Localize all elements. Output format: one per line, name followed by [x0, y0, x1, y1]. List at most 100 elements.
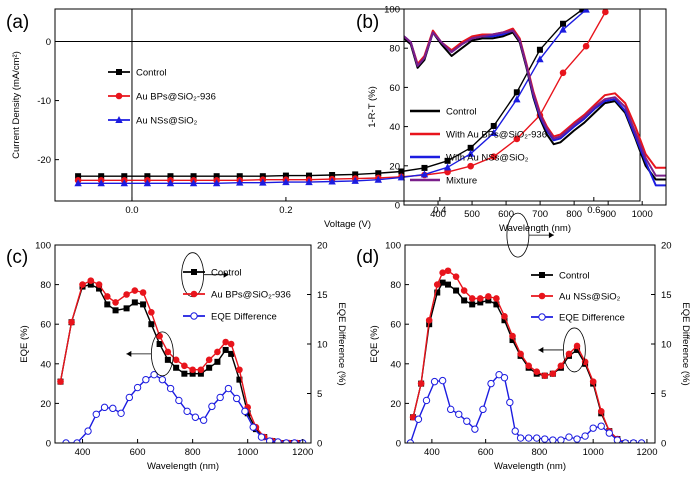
legend-entry: Au NSs@SiO₂: [559, 292, 621, 303]
panel-label-c: (c): [6, 247, 28, 268]
data-point-series-2: [68, 318, 75, 326]
x-tick-label: 700: [532, 209, 548, 220]
y2-tick-label: 20: [317, 241, 328, 252]
data-point-series-2: [95, 281, 103, 288]
data-point-series-2: [123, 291, 130, 298]
y-tick-label: 60: [40, 320, 51, 331]
data-point-series-3: [189, 179, 198, 187]
data-point-series-2: [460, 287, 468, 294]
data-point-series-3: [613, 436, 622, 443]
data-point-series-3: [266, 437, 274, 443]
data-point-series-2: [439, 269, 446, 277]
legend-entry: Au BPs@SiO₂-936: [136, 92, 216, 103]
data-point-series-2: [189, 366, 196, 374]
x-tick-label: 0.2: [279, 205, 292, 216]
data-point-series-2: [164, 348, 172, 356]
data-point-series-2: [79, 281, 86, 288]
legend-entry: Control: [446, 107, 477, 118]
legend-marker: [190, 290, 198, 298]
panel-label-a: (a): [6, 12, 29, 33]
y2-tick-label: 15: [317, 290, 328, 301]
legend-marker: [191, 269, 197, 275]
x-tick-label: 0.4: [433, 205, 446, 216]
data-point-series-2: [444, 267, 452, 275]
data-point-series-1: [485, 297, 492, 304]
data-point-series-2: [559, 69, 567, 77]
data-point-series-1: [352, 171, 359, 178]
data-point-series-2: [104, 293, 111, 300]
data-point-series-3: [120, 179, 128, 187]
data-point-series-2: [493, 295, 500, 302]
data-point-series-3: [516, 434, 525, 442]
data-point-series-1: [444, 157, 451, 164]
data-point-series-1: [189, 370, 196, 377]
data-point-series-1: [164, 356, 171, 363]
data-point-series-1: [98, 173, 105, 180]
x-tick-label: 800: [185, 447, 201, 458]
data-point-series-1: [398, 168, 405, 175]
panel-d: (d)400 600 800 1000 120002040608010005101520…: [356, 212, 691, 472]
x-tick-label: 800: [566, 209, 582, 220]
data-point-series-3: [487, 379, 495, 388]
data-point-series-1: [96, 285, 103, 292]
data-point-series-2: [197, 366, 205, 374]
y-tick-label: 40: [389, 122, 400, 133]
data-point-series-3: [605, 429, 614, 437]
x-axis-label: Voltage (V): [324, 219, 371, 230]
data-point-series-2: [490, 153, 498, 160]
data-point-series-1: [156, 341, 163, 347]
data-point-series-3: [274, 438, 282, 443]
legend-marker: [116, 69, 122, 75]
data-point-series-2: [236, 366, 243, 374]
data-point-series-3: [420, 170, 429, 178]
data-point-series-3: [133, 383, 142, 392]
data-point-series-3: [589, 424, 597, 432]
y-tick-label: 100: [385, 241, 401, 252]
data-point-series-1: [222, 346, 229, 353]
data-point-series-3: [565, 433, 573, 441]
y2-tick-label: 0: [661, 439, 666, 450]
data-point-series-3: [582, 9, 590, 13]
x-tick-label: 400: [75, 447, 91, 458]
legend: Control Au BPs@SiO₂-936 EQE Difference: [183, 268, 291, 323]
y-tick-label: 20: [40, 399, 51, 410]
data-point-series-2: [181, 362, 188, 370]
data-point-series-1: [123, 305, 130, 312]
data-point-series-2: [468, 295, 476, 302]
data-point-series-2: [573, 342, 581, 350]
legend-marker: [538, 292, 546, 300]
legend-entry: Control: [559, 271, 590, 282]
plot-area: [57, 277, 307, 443]
data-point-series-2: [156, 332, 163, 340]
data-point-series-1: [131, 299, 138, 306]
data-point-series-3: [490, 129, 498, 137]
data-point-series-3: [305, 178, 313, 186]
data-point-series-3: [142, 375, 150, 384]
data-point-series-1: [421, 164, 428, 171]
data-point-series-1: [306, 172, 313, 179]
series-line-2: [78, 11, 607, 182]
data-point-series-2: [582, 42, 590, 50]
data-point-series-3: [216, 393, 224, 402]
y-tick-label: 40: [40, 359, 51, 370]
y-tick-label: 0: [46, 37, 51, 48]
y2-tick-label: 10: [661, 340, 672, 351]
data-point-series-2: [602, 9, 609, 16]
y-tick-label: 80: [40, 280, 51, 291]
data-point-series-1: [453, 287, 460, 294]
legend-marker: [190, 312, 198, 320]
y2-axis-label: EQE Difference (%): [680, 302, 691, 385]
data-point-series-1: [214, 358, 221, 365]
data-point-series-1: [206, 364, 213, 371]
data-point-series-1: [282, 172, 289, 179]
data-point-series-3: [500, 373, 509, 382]
data-point-series-3: [92, 410, 100, 418]
y-tick-label: 20: [390, 399, 401, 410]
data-point-series-3: [463, 417, 471, 425]
data-point-series-3: [466, 149, 475, 157]
data-point-series-1: [536, 46, 543, 53]
data-point-series-1: [75, 173, 82, 180]
legend-entry: Control: [211, 268, 242, 279]
data-point-series-2: [205, 356, 213, 364]
data-point-series-2: [517, 350, 524, 358]
